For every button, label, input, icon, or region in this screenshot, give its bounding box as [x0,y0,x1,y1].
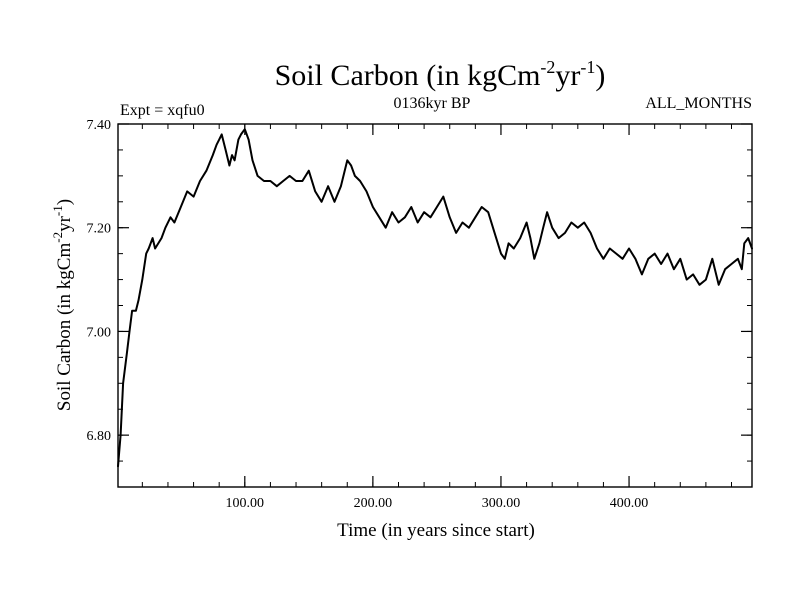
plot-frame [117,123,753,488]
y-tick-label: 7.40 [87,118,112,133]
chart-title: Soil Carbon (in kgCm-2yr-1) [275,57,606,92]
y-axis-tick-labels: 6.80 7.00 7.20 7.40 [87,118,112,444]
soil-carbon-series-line [117,128,753,468]
y-tick-label: 7.20 [87,222,112,237]
period-label: 0136kyr BP [394,95,471,112]
x-axis-tick-labels: 100.00 200.00 300.00 400.00 [226,496,649,511]
y-axis-label: Soil Carbon (in kgCm-2yr-1) [50,199,75,411]
months-label: ALL_MONTHS [645,95,752,112]
x-tick-label: 200.00 [354,496,393,511]
y-tick-label: 7.00 [87,325,112,340]
experiment-label: Expt = xqfu0 [120,102,205,119]
x-tick-label: 300.00 [482,496,521,511]
x-axis-label: Time (in years since start) [337,520,535,541]
y-tick-label: 6.80 [87,429,112,444]
x-tick-label: 400.00 [610,496,649,511]
x-axis-ticks [141,124,733,487]
x-tick-label: 100.00 [226,496,265,511]
y-axis-ticks [118,123,752,488]
